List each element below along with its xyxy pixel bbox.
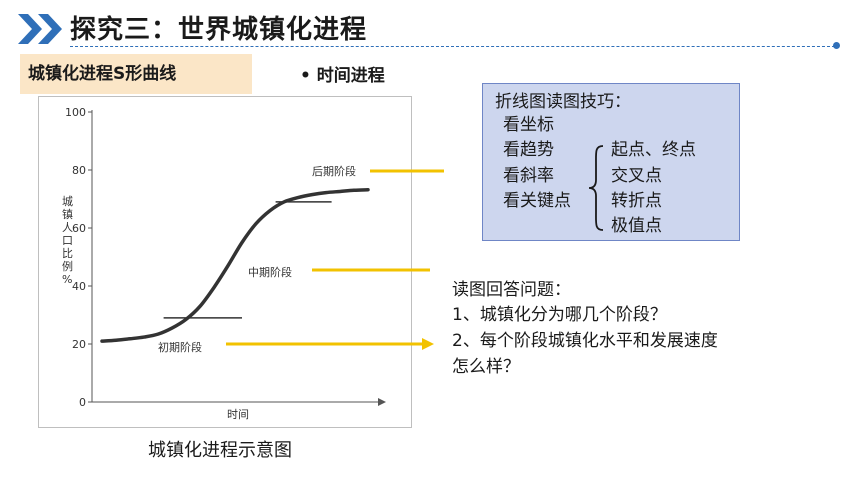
key-point-item: 起点、终点 xyxy=(611,140,696,160)
curly-brace-icon xyxy=(588,145,604,231)
tip-item: 看坐标 xyxy=(503,115,554,135)
chart-caption: 城镇化进程示意图 xyxy=(148,440,292,461)
y-axis-label: 城镇人口比例% xyxy=(62,195,73,286)
question-2-continued: 怎么样？ xyxy=(452,357,520,377)
y-tick-label: 40 xyxy=(72,280,86,293)
stage-label-early: 初期阶段 xyxy=(158,340,202,354)
y-tick-label: 80 xyxy=(72,164,86,177)
chevron-double-right-icon xyxy=(18,14,62,44)
y-tick-label: 100 xyxy=(65,106,86,119)
question-2: 2、每个阶段城镇化水平和发展速度 xyxy=(452,331,718,351)
question-1: 1、城镇化分为哪几个阶段？ xyxy=(452,305,667,325)
y-tick-label: 20 xyxy=(72,338,86,351)
title-divider xyxy=(70,46,835,47)
key-point-item: 交叉点 xyxy=(611,166,662,186)
key-point-item: 转折点 xyxy=(611,191,662,211)
tip-item: 看关键点 xyxy=(503,191,571,211)
chart-frame xyxy=(38,96,412,428)
tip-item: 看趋势 xyxy=(503,140,554,160)
divider-dot xyxy=(833,42,840,49)
tip-item: 看斜率 xyxy=(503,166,554,186)
key-point-item: 极值点 xyxy=(611,216,662,236)
section-bullet: • 时间进程 xyxy=(300,66,385,86)
question-intro: 读图回答问题： xyxy=(452,280,571,300)
stage-label-late: 后期阶段 xyxy=(312,164,356,178)
urbanization-curve xyxy=(100,187,370,343)
tips-title: 折线图读图技巧： xyxy=(495,92,631,112)
y-tick-label: 0 xyxy=(79,396,86,409)
page-title: 探究三：世界城镇化进程 xyxy=(70,15,368,45)
arrow-head-icon xyxy=(422,338,434,350)
reading-tips-box: 折线图读图技巧： 看坐标 看趋势 看斜率 看关键点 起点、终点 交叉点 转折点 … xyxy=(482,83,740,241)
x-axis-label: 时间 xyxy=(227,408,249,421)
stage-label-middle: 中期阶段 xyxy=(248,265,292,279)
y-tick-label: 60 xyxy=(72,222,86,235)
section-tag: 城镇化进程S形曲线 xyxy=(20,54,252,94)
x-axis-arrow-icon xyxy=(378,398,386,406)
